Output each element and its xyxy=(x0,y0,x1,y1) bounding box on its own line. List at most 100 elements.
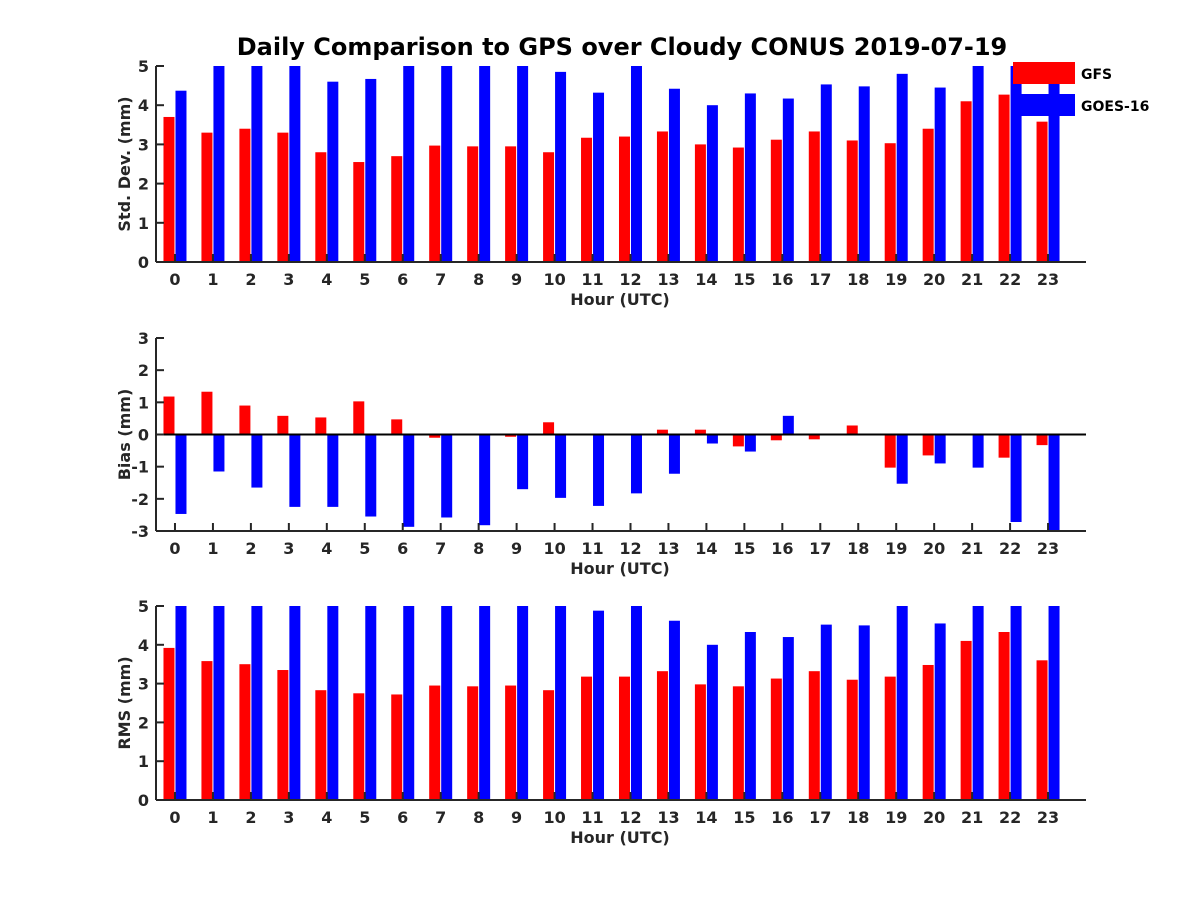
bar-goes-16-hour-8 xyxy=(479,434,491,526)
x-tick-label: 7 xyxy=(435,808,446,827)
x-tick-label: 17 xyxy=(809,539,831,558)
x-tick-label: 22 xyxy=(999,539,1021,558)
y-tick-label: 1 xyxy=(138,393,149,412)
bar-goes-16-hour-17 xyxy=(820,84,832,262)
x-tick-label: 7 xyxy=(435,539,446,558)
bar-gfs-hour-15 xyxy=(732,147,744,262)
panel-2 xyxy=(163,391,1060,531)
bar-gfs-hour-13 xyxy=(656,131,668,262)
bar-gfs-hour-23 xyxy=(1036,660,1048,800)
legend-label-gfs: GFS xyxy=(1081,67,1112,83)
y-tick-label: 2 xyxy=(138,713,149,732)
bar-goes-16-hour-15 xyxy=(744,632,756,800)
x-tick-label: 10 xyxy=(543,270,565,289)
bar-goes-16-hour-23 xyxy=(1048,434,1060,531)
y-tick-label: 3 xyxy=(138,135,149,154)
bar-gfs-hour-15 xyxy=(732,686,744,800)
x-tick-label: 20 xyxy=(923,539,945,558)
bars-layer xyxy=(163,66,1060,800)
bar-goes-16-hour-21 xyxy=(972,434,984,468)
x-tick-label: 18 xyxy=(847,808,869,827)
x-tick-label: 21 xyxy=(961,808,983,827)
bar-gfs-hour-17 xyxy=(808,131,820,262)
bar-gfs-hour-1 xyxy=(201,661,213,800)
bar-goes-16-hour-20 xyxy=(934,623,946,800)
bar-goes-16-hour-20 xyxy=(934,87,946,262)
bar-gfs-hour-22 xyxy=(998,94,1010,263)
bar-gfs-hour-20 xyxy=(922,664,934,800)
bar-gfs-hour-2 xyxy=(239,664,251,800)
x-tick-label: 8 xyxy=(473,808,484,827)
bar-gfs-hour-20 xyxy=(922,128,934,262)
bar-gfs-hour-13 xyxy=(656,671,668,800)
bar-goes-16-hour-13 xyxy=(668,88,680,263)
bar-goes-16-hour-7 xyxy=(441,434,453,518)
bar-goes-16-hour-0 xyxy=(175,434,187,514)
x-tick-label: 8 xyxy=(473,539,484,558)
bar-gfs-hour-7 xyxy=(429,145,441,262)
bar-gfs-hour-10 xyxy=(543,422,555,435)
bar-goes-16-hour-3 xyxy=(289,66,301,262)
bar-gfs-hour-18 xyxy=(846,679,858,800)
x-tick-label: 11 xyxy=(581,270,603,289)
bar-goes-16-hour-16 xyxy=(782,637,794,800)
bar-gfs-hour-12 xyxy=(618,676,630,800)
bar-goes-16-hour-22 xyxy=(1010,66,1022,262)
x-tick-label: 22 xyxy=(999,270,1021,289)
bar-goes-16-hour-15 xyxy=(744,93,756,262)
bar-goes-16-hour-21 xyxy=(972,606,984,800)
bar-goes-16-hour-5 xyxy=(365,434,377,517)
bar-gfs-hour-8 xyxy=(467,146,479,262)
x-tick-label: 19 xyxy=(885,539,907,558)
bar-gfs-hour-8 xyxy=(467,686,479,800)
bar-goes-16-hour-2 xyxy=(251,66,263,262)
bar-goes-16-hour-1 xyxy=(213,66,225,262)
bar-goes-16-hour-19 xyxy=(896,73,908,262)
bar-gfs-hour-12 xyxy=(618,136,630,262)
bar-goes-16-hour-11 xyxy=(593,610,605,800)
y-tick-label: 5 xyxy=(138,57,149,76)
bar-goes-16-hour-6 xyxy=(403,434,415,527)
y-tick-label: 1 xyxy=(138,214,149,233)
bar-goes-16-hour-19 xyxy=(896,434,908,484)
bar-goes-16-hour-13 xyxy=(668,434,680,474)
x-tick-label: 6 xyxy=(397,270,408,289)
y-tick-label: 5 xyxy=(138,597,149,616)
bar-goes-16-hour-4 xyxy=(327,606,339,800)
y-tick-label: 2 xyxy=(138,361,149,380)
bar-gfs-hour-16 xyxy=(770,139,782,262)
bar-goes-16-hour-15 xyxy=(744,434,756,452)
bar-goes-16-hour-11 xyxy=(593,434,605,506)
bar-gfs-hour-14 xyxy=(694,144,706,262)
bar-goes-16-hour-4 xyxy=(327,81,339,263)
x-axis-label: Hour (UTC) xyxy=(570,290,670,309)
x-tick-label: 12 xyxy=(619,539,641,558)
bar-goes-16-hour-3 xyxy=(289,606,301,800)
y-axis-label: RMS (mm) xyxy=(115,656,134,749)
x-tick-label: 1 xyxy=(207,808,218,827)
bar-goes-16-hour-3 xyxy=(289,434,301,507)
x-tick-label: 3 xyxy=(283,270,294,289)
x-tick-label: 9 xyxy=(511,539,522,558)
bar-gfs-hour-7 xyxy=(429,685,441,800)
y-tick-label: 3 xyxy=(138,675,149,694)
bar-goes-16-hour-12 xyxy=(630,606,642,800)
bar-goes-16-hour-9 xyxy=(517,434,529,490)
bar-gfs-hour-14 xyxy=(694,429,706,435)
bar-goes-16-hour-0 xyxy=(175,606,187,800)
bar-gfs-hour-9 xyxy=(505,685,517,800)
bar-gfs-hour-0 xyxy=(163,396,175,435)
x-tick-label: 15 xyxy=(733,539,755,558)
bar-goes-16-hour-2 xyxy=(251,434,263,488)
x-tick-label: 16 xyxy=(771,539,793,558)
y-tick-label: 3 xyxy=(138,329,149,348)
bar-goes-16-hour-22 xyxy=(1010,606,1022,800)
x-tick-label: 17 xyxy=(809,808,831,827)
bar-goes-16-hour-17 xyxy=(820,624,832,800)
bar-gfs-hour-19 xyxy=(884,434,896,468)
legend-entry-goes-16: GOES-16 xyxy=(1013,94,1149,116)
bar-gfs-hour-0 xyxy=(163,116,175,263)
